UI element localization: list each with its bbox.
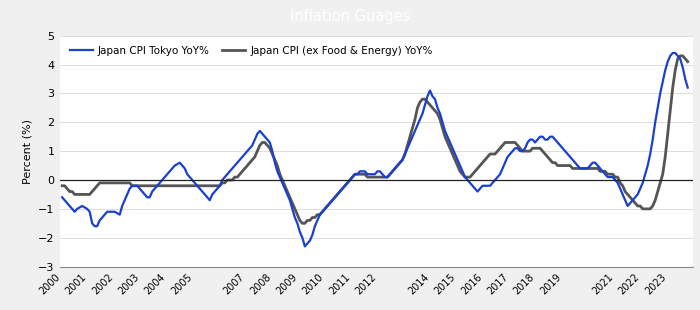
Line: Japan CPI (ex Food & Energy) YoY%: Japan CPI (ex Food & Energy) YoY% xyxy=(62,56,687,223)
Japan CPI Tokyo YoY% xyxy=(531,141,539,144)
Japan CPI Tokyo YoY% xyxy=(58,195,66,199)
Text: Inflation Guages: Inflation Guages xyxy=(290,9,410,24)
Japan CPI Tokyo YoY% xyxy=(483,184,491,188)
Japan CPI Tokyo YoY% xyxy=(346,178,354,182)
Line: Japan CPI Tokyo YoY%: Japan CPI Tokyo YoY% xyxy=(62,53,687,246)
Japan CPI (ex Food & Energy) YoY% xyxy=(430,109,439,113)
Legend: Japan CPI Tokyo YoY%, Japan CPI (ex Food & Energy) YoY%: Japan CPI Tokyo YoY%, Japan CPI (ex Food… xyxy=(64,41,438,61)
Japan CPI (ex Food & Energy) YoY% xyxy=(438,126,447,130)
Japan CPI (ex Food & Energy) YoY% xyxy=(483,155,491,159)
Japan CPI (ex Food & Energy) YoY% xyxy=(58,184,66,188)
Japan CPI (ex Food & Energy) YoY% xyxy=(346,178,354,182)
Japan CPI Tokyo YoY% xyxy=(668,51,677,55)
Japan CPI Tokyo YoY% xyxy=(306,239,314,242)
Japan CPI (ex Food & Energy) YoY% xyxy=(683,60,692,64)
Japan CPI (ex Food & Energy) YoY% xyxy=(306,219,314,222)
Japan CPI (ex Food & Energy) YoY% xyxy=(531,146,539,150)
Japan CPI Tokyo YoY% xyxy=(301,245,309,248)
Japan CPI (ex Food & Energy) YoY% xyxy=(676,54,685,58)
Y-axis label: Percent (%): Percent (%) xyxy=(22,119,33,184)
Japan CPI Tokyo YoY% xyxy=(438,120,447,124)
Japan CPI (ex Food & Energy) YoY% xyxy=(298,221,307,225)
Japan CPI Tokyo YoY% xyxy=(430,97,439,101)
Japan CPI Tokyo YoY% xyxy=(683,86,692,90)
